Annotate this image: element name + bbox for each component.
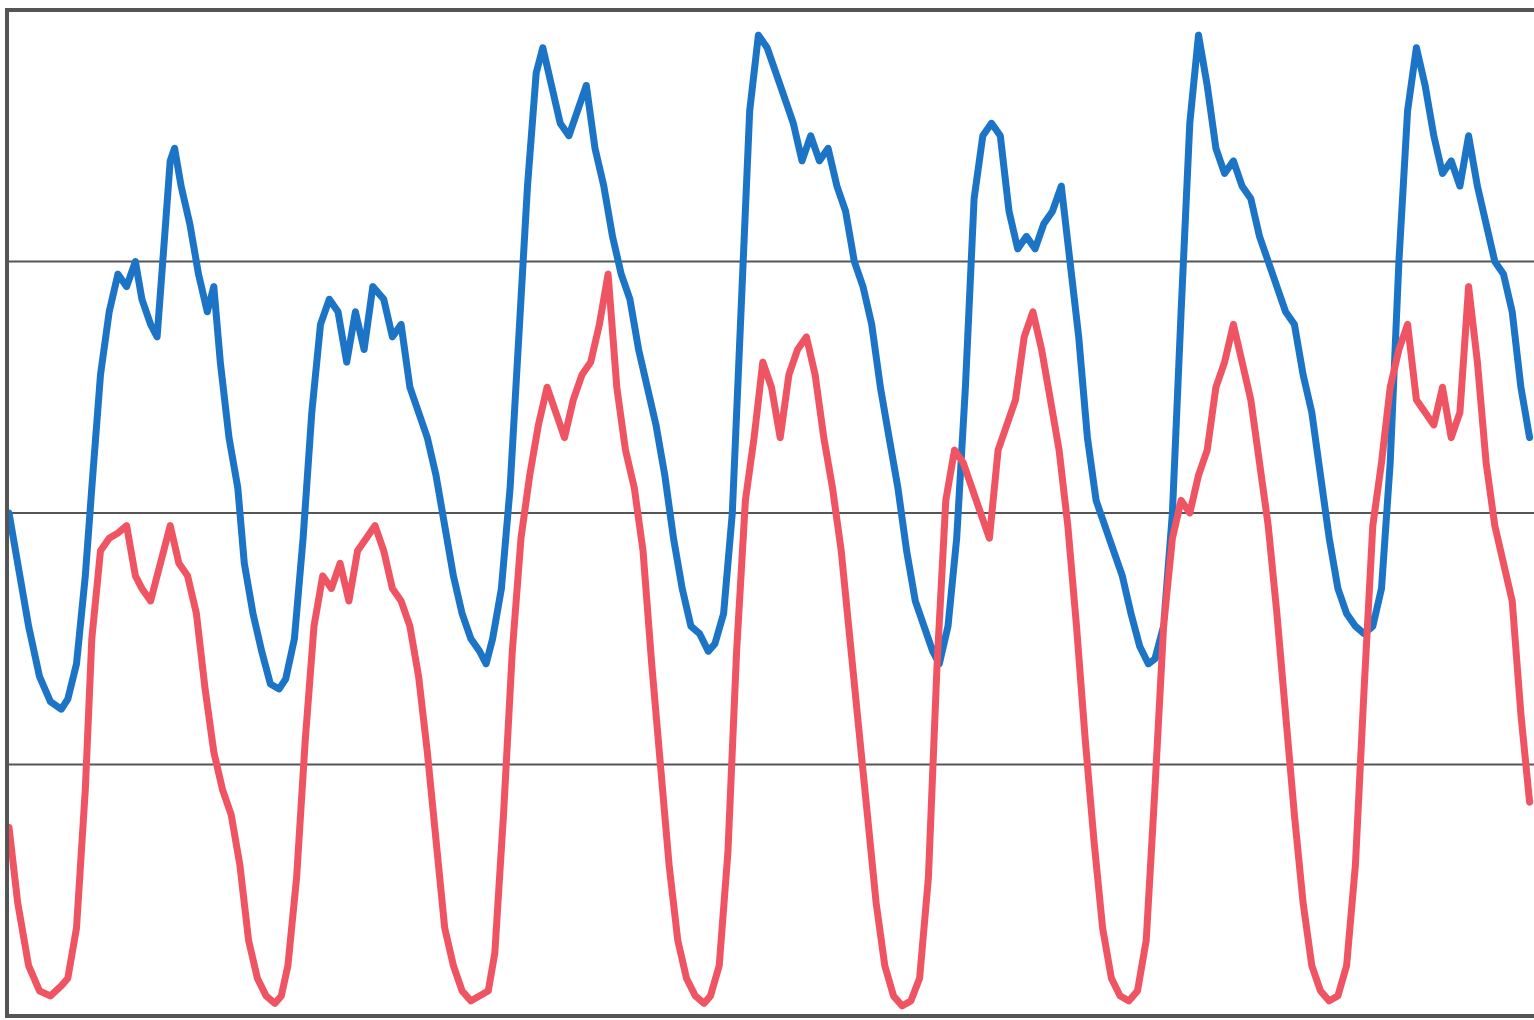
series-line-1 [5, 31, 1534, 713]
plot-frame [5, 8, 1534, 1018]
series-group [5, 31, 1534, 1010]
series-line-2 [5, 270, 1534, 1010]
gridlines [9, 260, 1534, 766]
